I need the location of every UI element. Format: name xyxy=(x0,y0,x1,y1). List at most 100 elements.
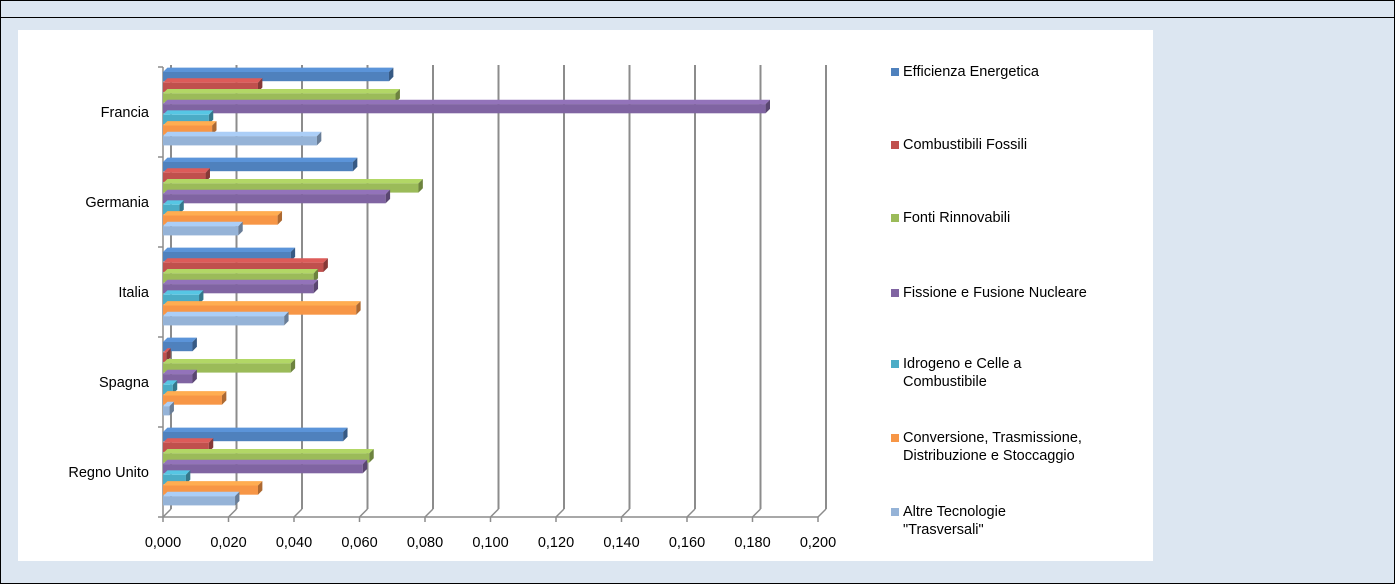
bar-chart: Francia Germania Italia Spagna Regno Unito 0,… xyxy=(68,65,836,551)
bar xyxy=(163,93,396,103)
legend-label: Conversione, Trasmissione, Distribuzione… xyxy=(903,430,1082,464)
bar-top xyxy=(163,369,197,375)
bar-top xyxy=(163,481,263,486)
bar xyxy=(163,172,206,182)
bar-top xyxy=(163,470,191,475)
bar xyxy=(163,363,291,373)
legend-label: Fonti Rinnovabili xyxy=(903,210,1011,226)
bar-end xyxy=(323,258,328,272)
bar-end xyxy=(369,449,374,463)
bar xyxy=(163,464,363,474)
bar-end xyxy=(356,301,361,315)
bar-top xyxy=(163,269,319,274)
bar-end xyxy=(205,168,210,182)
bar xyxy=(163,432,344,442)
bar-end xyxy=(343,427,348,442)
legend-item: Fonti Rinnovabili xyxy=(891,209,1010,227)
bar-top xyxy=(163,438,214,443)
bar xyxy=(163,136,317,146)
x-tick-label: 0,200 xyxy=(800,535,836,551)
bar xyxy=(163,384,173,394)
bar-top xyxy=(163,78,263,83)
legend-swatch xyxy=(891,68,899,76)
bar-end xyxy=(257,78,263,92)
x-tick-label: 0,020 xyxy=(210,535,246,551)
bar-top xyxy=(163,459,368,465)
legend-swatch xyxy=(891,360,899,368)
bar-end xyxy=(395,89,400,103)
legend-item: Altre Tecnologie "Trasversali" xyxy=(891,503,1006,539)
bar-top xyxy=(163,189,391,195)
legend-label: Fissione e Fusione Nucleare xyxy=(903,285,1087,301)
x-tick-label: 0,060 xyxy=(341,535,377,551)
gridline-floor xyxy=(686,508,696,518)
bar-end xyxy=(179,200,184,214)
legend-label: Idrogeno e Celle a Combustibile xyxy=(903,356,1022,390)
frame-top-divider xyxy=(1,17,1394,18)
bar xyxy=(163,82,258,92)
category-label: Germania xyxy=(85,195,150,211)
bar xyxy=(163,273,314,283)
category-label: Spagna xyxy=(99,375,150,391)
bar-end xyxy=(277,211,283,225)
bar-top xyxy=(163,131,322,137)
bar xyxy=(163,474,186,484)
bar-top xyxy=(163,157,358,162)
bar-end xyxy=(385,189,391,204)
bar-end xyxy=(199,290,204,304)
gridline-floor xyxy=(817,508,827,518)
bar-end xyxy=(284,311,289,326)
bar-end xyxy=(166,348,171,362)
bar xyxy=(163,262,324,272)
bar-top xyxy=(163,391,227,396)
bar-top xyxy=(163,348,171,353)
legend-swatch xyxy=(891,434,899,442)
bar-top xyxy=(163,290,204,295)
bar xyxy=(163,204,180,214)
bar xyxy=(163,305,357,315)
bar-top xyxy=(163,359,296,364)
gridline-floor xyxy=(555,508,565,518)
gridline-floor xyxy=(358,508,369,518)
bar xyxy=(163,215,278,225)
gridline-floor xyxy=(620,508,631,518)
category-label: Regno Unito xyxy=(68,465,149,481)
bar-top xyxy=(163,247,296,252)
legend-item: Fissione e Fusione Nucleare xyxy=(891,284,1087,302)
bar xyxy=(163,406,170,416)
bar-top xyxy=(163,301,361,306)
legend-swatch xyxy=(891,141,899,149)
legend-label: Efficienza Energetica xyxy=(903,64,1039,80)
legend-item: Combustibili Fossili xyxy=(891,136,1027,154)
category-label: Francia xyxy=(101,105,150,121)
bar xyxy=(163,194,386,204)
legend-item: Conversione, Trasmissione, Distribuzione… xyxy=(891,429,1082,465)
bar-end xyxy=(172,380,178,394)
gridline-floor xyxy=(227,508,238,518)
bar xyxy=(163,226,239,236)
bar-end xyxy=(208,110,214,124)
bar-end xyxy=(313,269,319,283)
chart-area: Francia Germania Italia Spagna Regno Unito 0,… xyxy=(18,30,1153,561)
bar-top xyxy=(163,121,217,126)
bar-top xyxy=(163,179,423,184)
bar-end xyxy=(352,157,358,172)
bar-end xyxy=(238,221,243,236)
bar-end xyxy=(290,247,296,262)
bar-top xyxy=(163,380,178,385)
bar-top xyxy=(163,427,348,432)
bar xyxy=(163,395,222,405)
bar-top xyxy=(163,110,214,115)
bar-end xyxy=(221,391,227,405)
legend-swatch xyxy=(891,214,899,222)
gridline-floor xyxy=(489,508,500,518)
bar xyxy=(163,453,370,463)
bar-end xyxy=(313,279,319,294)
gridline-floor xyxy=(424,508,434,518)
legend-swatch xyxy=(891,289,899,297)
bar-end xyxy=(290,359,296,373)
bar-end xyxy=(388,67,394,82)
x-tick-label: 0,040 xyxy=(276,535,312,551)
bar-end xyxy=(185,470,191,484)
x-tick-label: 0,080 xyxy=(407,535,443,551)
